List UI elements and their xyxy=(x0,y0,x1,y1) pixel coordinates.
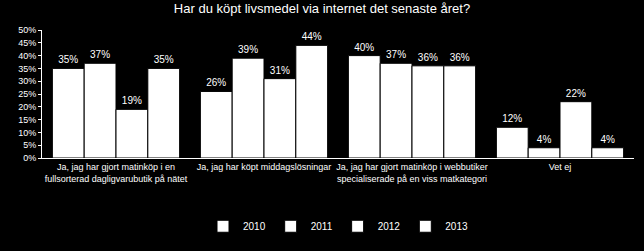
svg-text:36%: 36% xyxy=(418,52,438,63)
svg-text:Ja, jag har gjort matinköp i w: Ja, jag har gjort matinköp i webbutikers… xyxy=(336,162,488,184)
svg-text:36%: 36% xyxy=(450,52,470,63)
svg-text:37%: 37% xyxy=(90,49,110,60)
svg-text:4%: 4% xyxy=(537,134,552,145)
svg-text:39%: 39% xyxy=(238,44,258,55)
svg-text:4%: 4% xyxy=(600,134,615,145)
svg-text:45%: 45% xyxy=(18,38,36,48)
svg-text:2012: 2012 xyxy=(378,221,401,232)
svg-text:Ja, jag har köpt middagslösnin: Ja, jag har köpt middagslösningar xyxy=(197,162,332,172)
svg-text:2013: 2013 xyxy=(445,221,468,232)
svg-text:15%: 15% xyxy=(18,115,36,125)
svg-text:Ja, jag har gjort matinköp i e: Ja, jag har gjort matinköp i enfullsorte… xyxy=(45,162,188,184)
svg-text:12%: 12% xyxy=(502,113,522,124)
svg-text:35%: 35% xyxy=(18,64,36,74)
svg-text:Vet ej: Vet ej xyxy=(549,162,572,172)
svg-text:19%: 19% xyxy=(122,95,142,106)
svg-text:30%: 30% xyxy=(18,76,36,86)
svg-text:37%: 37% xyxy=(386,49,406,60)
svg-text:44%: 44% xyxy=(302,31,322,42)
svg-text:25%: 25% xyxy=(18,89,36,99)
svg-text:2011: 2011 xyxy=(311,221,333,232)
svg-text:20%: 20% xyxy=(18,102,36,112)
svg-text:2010: 2010 xyxy=(243,221,266,232)
svg-text:35%: 35% xyxy=(154,54,174,65)
svg-text:40%: 40% xyxy=(354,42,374,53)
svg-text:22%: 22% xyxy=(566,88,586,99)
svg-text:35%: 35% xyxy=(58,54,78,65)
svg-text:26%: 26% xyxy=(206,77,226,88)
svg-text:50%: 50% xyxy=(18,25,36,35)
svg-text:40%: 40% xyxy=(18,51,36,61)
svg-text:5%: 5% xyxy=(23,140,36,150)
svg-text:0%: 0% xyxy=(23,153,36,163)
svg-text:Har du köpt livsmedel via inte: Har du köpt livsmedel via internet det s… xyxy=(174,1,470,16)
svg-text:10%: 10% xyxy=(18,128,36,138)
svg-text:31%: 31% xyxy=(270,65,290,76)
